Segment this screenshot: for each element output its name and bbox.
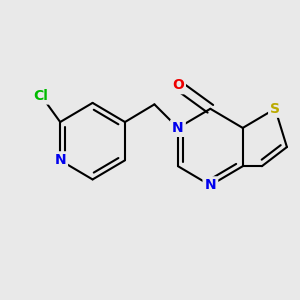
Text: N: N bbox=[205, 178, 216, 192]
Text: Cl: Cl bbox=[34, 88, 49, 103]
Text: N: N bbox=[54, 153, 66, 167]
Text: S: S bbox=[270, 102, 280, 116]
Text: O: O bbox=[172, 78, 184, 92]
Text: N: N bbox=[172, 121, 184, 135]
